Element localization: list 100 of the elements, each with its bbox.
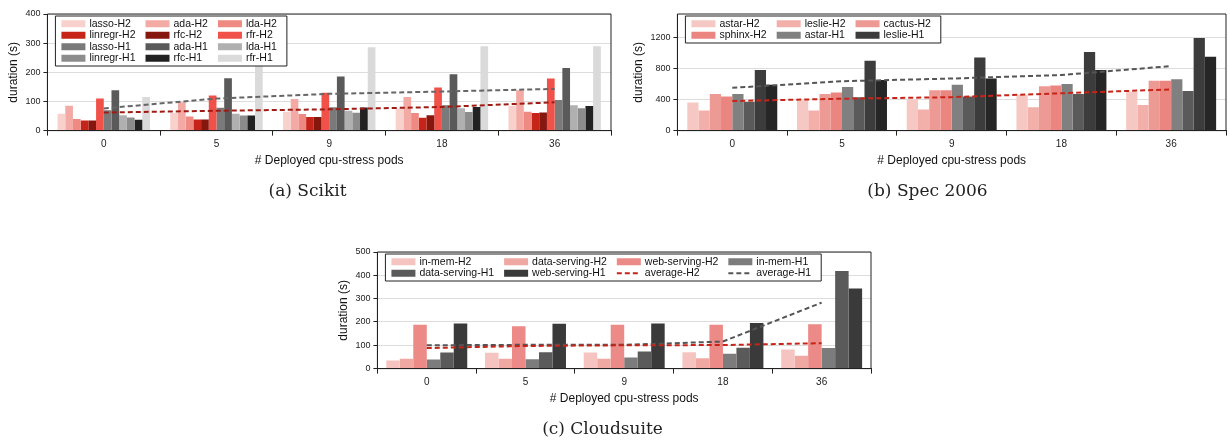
bar — [96, 98, 104, 131]
bar — [637, 351, 652, 369]
legend-label: leslie-H1 — [883, 28, 925, 41]
legend-label: linregr-H1 — [89, 51, 136, 64]
y-tick-label: 400 — [655, 93, 671, 104]
bar — [523, 111, 532, 131]
bar — [709, 94, 722, 131]
bar — [170, 113, 178, 131]
bar — [906, 99, 918, 131]
bar — [457, 108, 466, 131]
bar — [651, 323, 665, 369]
legend-label: lasso-H1 — [89, 39, 132, 52]
y-tick-label: 0 — [365, 363, 371, 374]
y-tick-label: 0 — [665, 125, 671, 136]
bar — [538, 352, 553, 369]
legend-label: sphinx-H2 — [719, 28, 767, 41]
bar — [201, 119, 209, 131]
bar — [821, 348, 836, 369]
legend-label: ada-H2 — [173, 16, 209, 29]
bar — [498, 358, 512, 369]
y-tick-label: 400 — [355, 269, 371, 280]
bar — [722, 353, 737, 369]
bar — [624, 357, 638, 369]
bar — [441, 105, 450, 131]
bar — [597, 358, 611, 369]
bar — [794, 355, 809, 369]
bar — [808, 324, 822, 369]
bar — [736, 347, 750, 369]
bar — [399, 358, 414, 369]
y-axis-title: duration (s) — [335, 279, 350, 341]
y-tick-label: 500 — [355, 246, 371, 257]
bar — [940, 90, 952, 131]
bar — [231, 113, 240, 131]
bar — [562, 67, 571, 131]
legend-label: rfc-H1 — [173, 51, 203, 64]
bar — [962, 96, 975, 131]
bar — [313, 116, 322, 131]
x-tick-label: 18 — [436, 138, 448, 150]
legend-label: linregr-H2 — [89, 28, 136, 41]
bar — [1159, 80, 1172, 131]
bar — [403, 97, 412, 131]
bar — [1193, 38, 1205, 131]
y-axis-title: duration (s) — [5, 41, 20, 103]
y-tick-label: 200 — [25, 66, 41, 77]
bar — [709, 324, 723, 369]
bar — [864, 60, 876, 131]
legend-label: web-serving-H2 — [643, 254, 719, 267]
bar — [917, 109, 930, 131]
bar — [329, 107, 337, 131]
bar — [413, 324, 427, 369]
bar — [126, 117, 135, 131]
x-tick-label: 9 — [948, 138, 955, 150]
legend-label: web-serving-H1 — [531, 266, 606, 279]
bar — [1038, 86, 1051, 131]
bar — [698, 110, 710, 131]
bar — [440, 352, 454, 369]
y-tick-label: 300 — [355, 293, 371, 304]
bar — [1072, 94, 1084, 131]
legend-label: in-mem-H2 — [419, 254, 472, 267]
bar — [525, 359, 539, 369]
line-series — [102, 101, 556, 114]
legend-label: in-mem-H1 — [756, 254, 809, 267]
line-series — [425, 301, 823, 347]
legend-label: rfr-H1 — [245, 51, 273, 64]
bar — [570, 105, 578, 131]
bar — [298, 113, 307, 131]
bar — [781, 349, 795, 369]
bar — [1016, 94, 1028, 131]
text: (c) Cloudsuite — [541, 418, 664, 438]
bar — [531, 113, 540, 131]
x-axis-title: # Deployed cpu-stress pods — [877, 153, 1027, 168]
legend-label: average-H2 — [644, 266, 700, 279]
bar — [749, 322, 764, 369]
bar — [1050, 85, 1062, 131]
bar — [835, 271, 849, 369]
x-tick-label: 0 — [423, 376, 430, 388]
bar — [177, 102, 186, 131]
bar — [1182, 90, 1194, 131]
bar — [552, 323, 566, 369]
legend-label: rfc-H2 — [173, 28, 203, 41]
y-tick-label: 800 — [655, 62, 671, 73]
bar — [539, 112, 547, 131]
bar — [687, 102, 699, 131]
bar — [239, 115, 248, 131]
bar — [426, 359, 441, 369]
bar — [1126, 91, 1138, 131]
bar — [610, 324, 625, 369]
x-tick-label: 0 — [100, 138, 107, 150]
legend-label: ada-H1 — [173, 39, 209, 52]
bar — [465, 111, 473, 131]
bar — [386, 360, 400, 369]
bar — [1083, 52, 1096, 131]
bar — [485, 352, 499, 369]
bar — [682, 352, 696, 369]
text: (a) Scikit — [267, 180, 348, 200]
bar — [721, 96, 733, 131]
bar — [72, 118, 81, 131]
bar — [1171, 79, 1183, 131]
bar — [411, 113, 419, 131]
x-tick-label: 36 — [816, 376, 828, 388]
